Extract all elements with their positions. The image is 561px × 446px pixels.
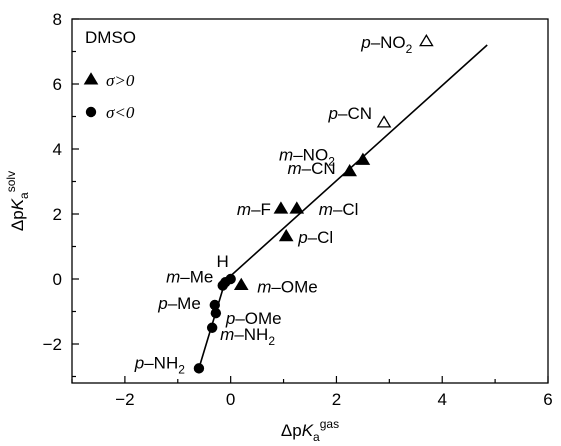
y-axis-ticks: −2 0 2 4 6 8	[43, 10, 79, 378]
legend-label: σ>0	[106, 71, 135, 90]
legend-triangle-icon	[83, 72, 99, 85]
annotation-m-nh2: m–NH2	[220, 325, 275, 348]
axis-title-text: ΔpKagas	[281, 417, 339, 444]
axis-title-text: ΔpKasolv	[4, 171, 31, 231]
data-points	[193, 33, 434, 374]
data-point-m-nh2	[206, 322, 218, 333]
plot-border	[71, 18, 549, 384]
y-tick-label: 6	[53, 75, 62, 94]
plot-frame	[71, 18, 549, 384]
y-tick-label: 0	[53, 270, 62, 289]
legend: σ>0 σ<0	[83, 71, 135, 122]
legend-circle-icon	[85, 106, 97, 118]
panel-label: DMSO	[85, 28, 136, 47]
y-tick-label: 4	[53, 140, 62, 159]
y-tick-label: 8	[53, 10, 62, 29]
data-point-m-f	[273, 201, 289, 214]
data-point-m-ome	[233, 277, 249, 291]
annotation-m-f: m–F	[237, 200, 271, 219]
annotation-m-cn: m–CN	[287, 159, 335, 178]
y-tick-label: 2	[53, 205, 62, 224]
x-tick-label: −2	[115, 390, 134, 409]
annotation-p-me: p–Me	[157, 294, 201, 313]
data-point-p-me	[209, 299, 220, 311]
annotation-p-cn: p–CN	[328, 104, 372, 123]
annotation-m-cl: m–Cl	[319, 200, 359, 219]
x-tick-label: 4	[437, 390, 446, 409]
annotation-p-nh2: p–NH2	[134, 353, 185, 376]
data-point-p-ome	[210, 307, 222, 319]
data-point	[217, 280, 228, 291]
annotation-m-me: m–Me	[166, 267, 213, 286]
data-point-p-no2	[419, 33, 434, 47]
y-tick-label: −2	[43, 335, 62, 354]
legend-label: σ<0	[106, 103, 135, 122]
data-point-m-cn	[342, 163, 357, 177]
annotation-p-cl: p–Cl	[297, 228, 333, 247]
data-point-m-no2	[355, 152, 371, 165]
annotation-h: H	[217, 252, 229, 271]
x-tick-label: 0	[226, 390, 235, 409]
x-axis-title: ΔpKagas	[281, 417, 339, 444]
y-axis-title: ΔpKasolv	[4, 171, 31, 231]
annotation-p-ome: p–OMe	[225, 309, 282, 328]
x-tick-label: 6	[543, 390, 552, 409]
annotation-m-no2: m–NO2	[279, 145, 335, 168]
annotation-p-no2: p–NO2	[360, 33, 412, 56]
data-point-p-cn	[376, 115, 392, 128]
data-point-p-cl	[278, 228, 294, 242]
data-point-p-nh2	[193, 363, 205, 374]
x-tick-label: 2	[332, 390, 341, 409]
annotation-m-ome: m–OMe	[257, 278, 317, 297]
data-point-m-cl	[289, 201, 305, 214]
x-axis-ticks: −2 0 2 4 6	[71, 376, 553, 409]
